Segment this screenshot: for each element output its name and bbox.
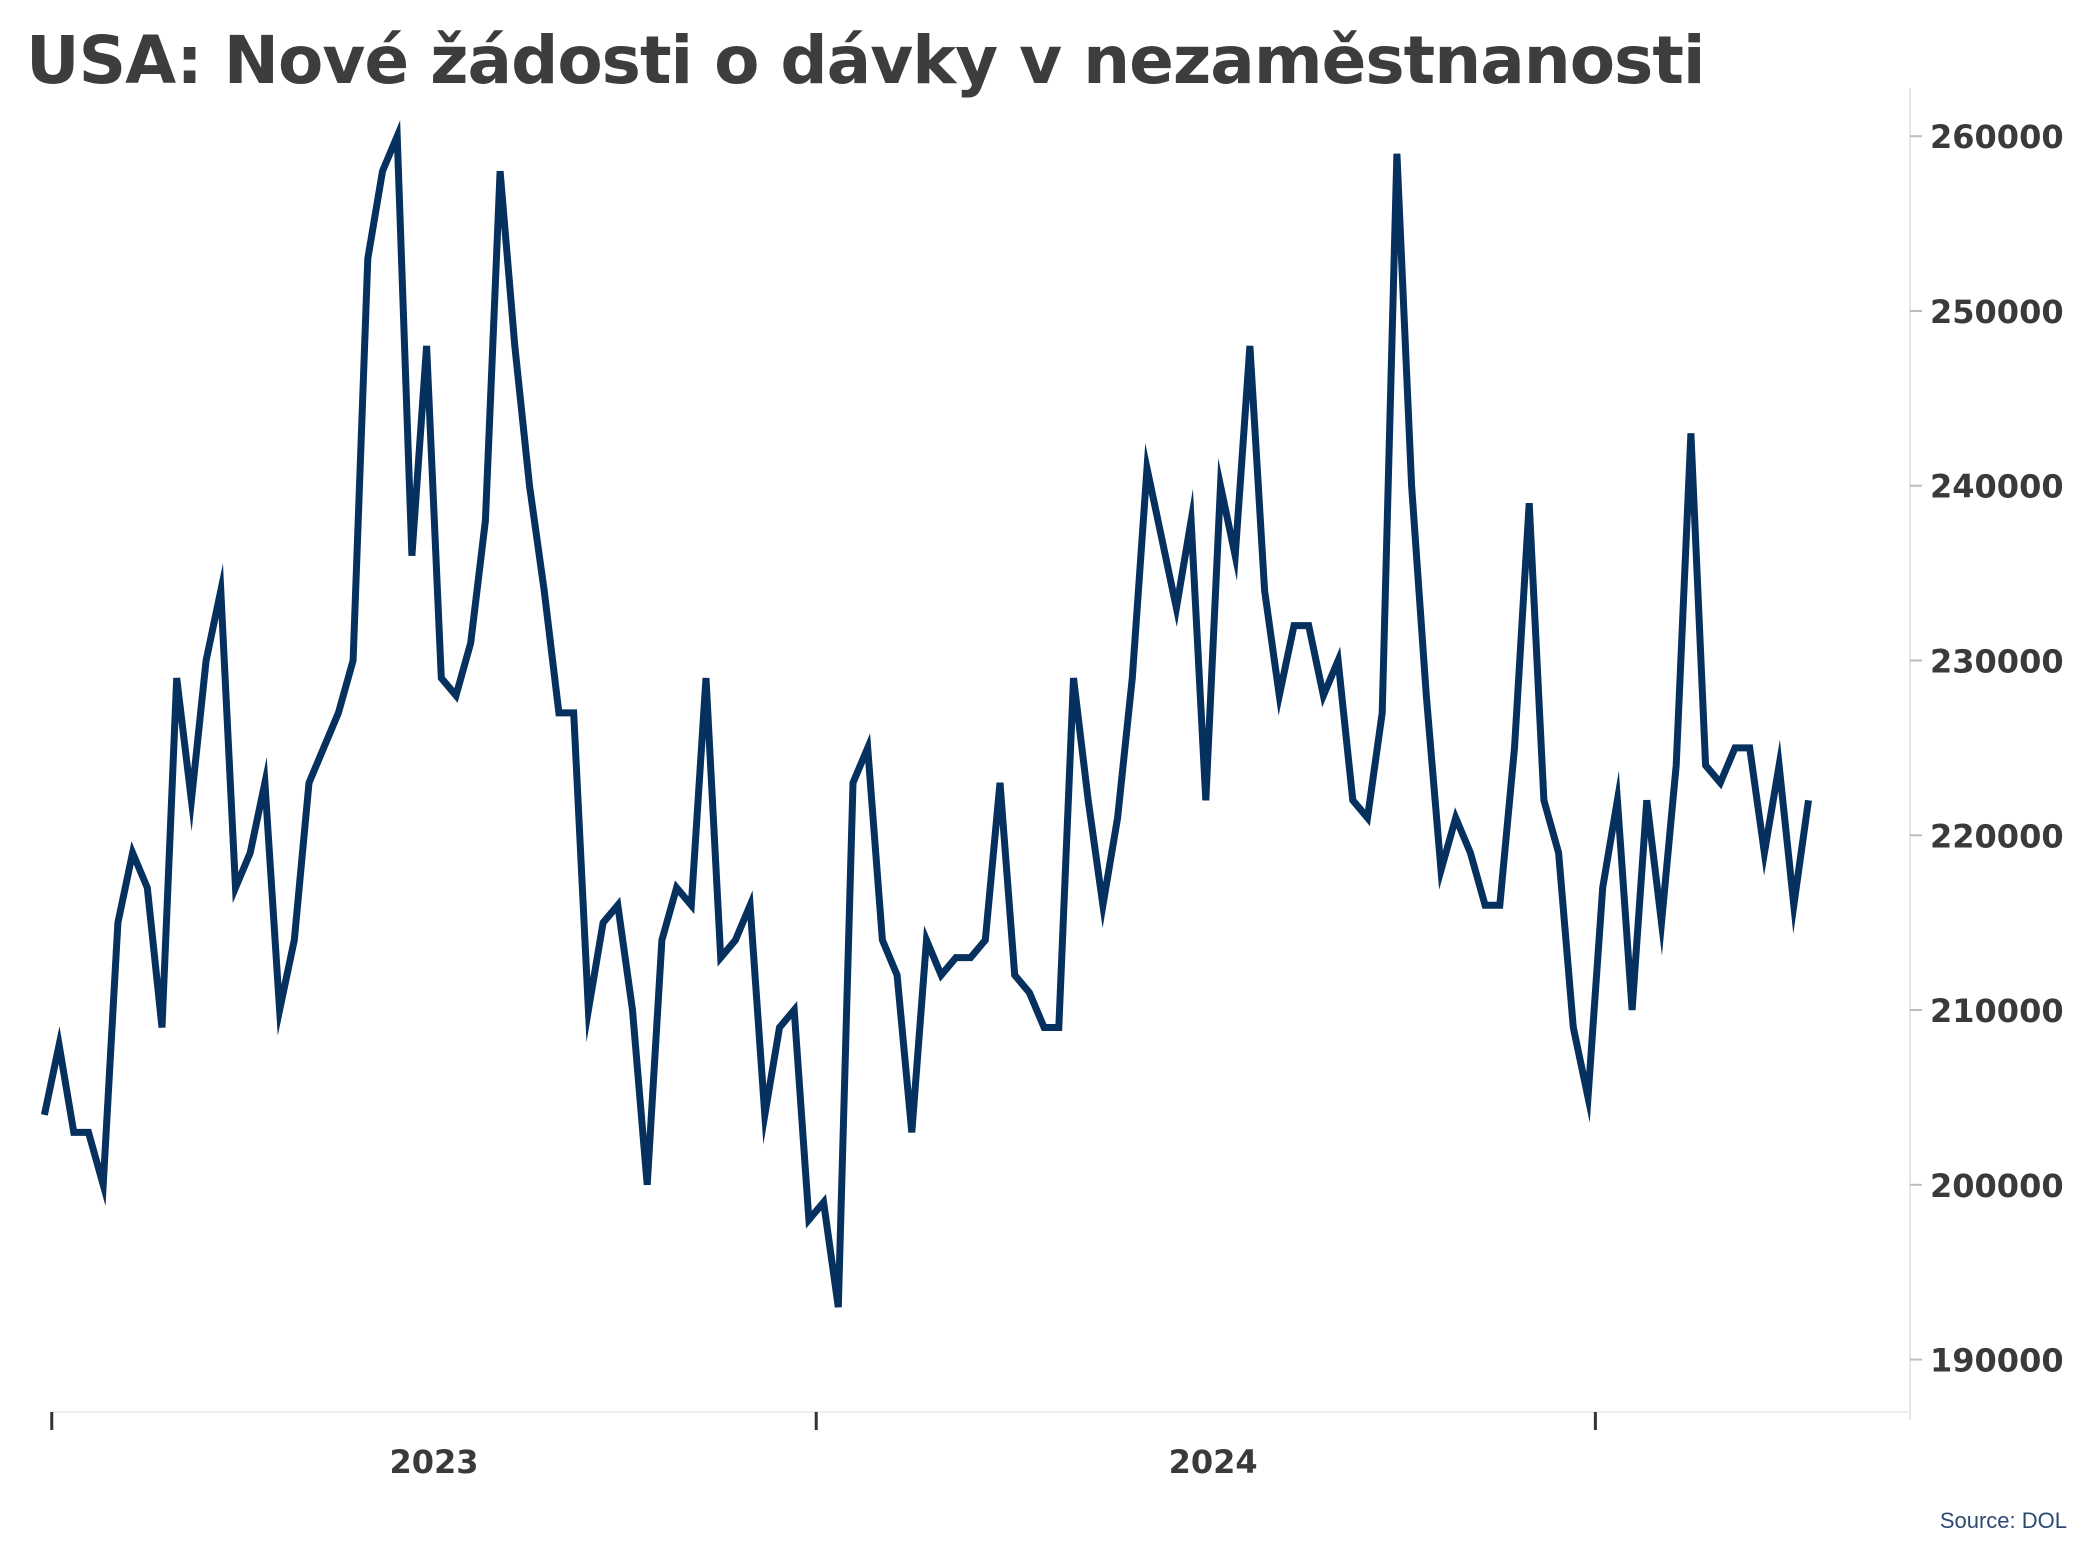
y-tick-label: 210000	[1930, 992, 2064, 1030]
y-tick-label: 190000	[1930, 1342, 2064, 1380]
y-tick-label: 260000	[1930, 118, 2064, 156]
y-tick-label: 240000	[1930, 468, 2064, 506]
y-tick-label: 230000	[1930, 643, 2064, 681]
source-note: Source: DOL	[1939, 1508, 2067, 1533]
chart-title: USA: Nové žádosti o dávky v nezaměstnano…	[26, 22, 1706, 99]
series-line	[40, 120, 1812, 1308]
y-tick-label: 220000	[1930, 817, 2064, 855]
y-tick-label: 200000	[1930, 1167, 2064, 1205]
x-tick-label: 2024	[1169, 1443, 1258, 1481]
y-tick-label: 250000	[1930, 293, 2064, 331]
x-tick-label: 2023	[389, 1443, 478, 1481]
